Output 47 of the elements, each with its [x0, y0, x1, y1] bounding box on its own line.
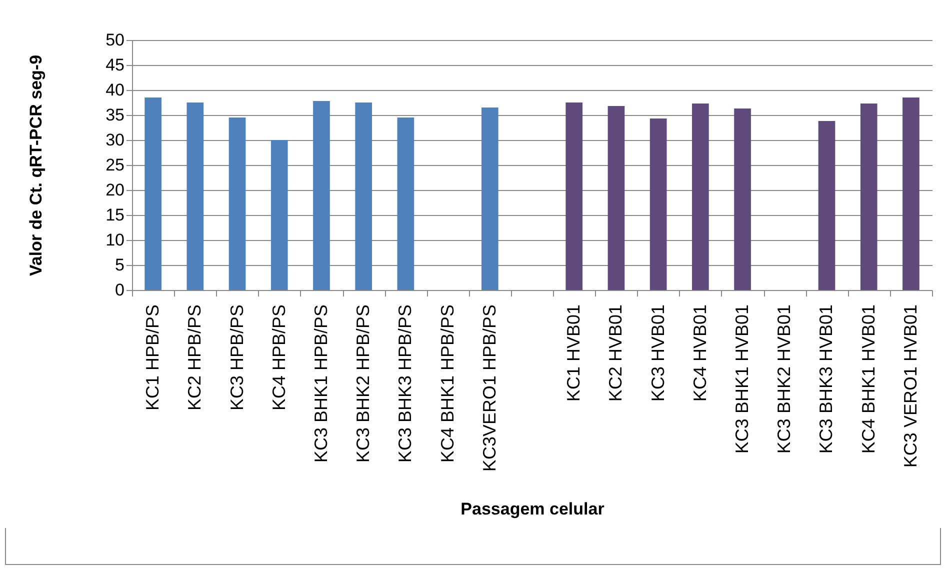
y-tick-label: 50 [106, 30, 124, 50]
x-tick-label: KC1 HVB01 [564, 304, 584, 402]
x-tick-label: KC3 BHK1 HPB/PS [310, 304, 331, 463]
bar [355, 102, 372, 290]
x-tick-label: KC3 HPB/PS [226, 304, 247, 411]
bar [566, 102, 583, 290]
bar [818, 121, 836, 290]
x-tick-label: KC3VERO1 HPB/PS [479, 304, 500, 472]
x-tick-label: KC3 BHK1 HVB01 [732, 304, 752, 454]
bar [397, 118, 414, 290]
x-tick-label: KC3 HVB01 [648, 304, 668, 402]
bar [481, 108, 498, 290]
bar [270, 140, 288, 290]
x-tick-label: KC4 BHK1 HPB/PS [437, 304, 458, 463]
bar [186, 102, 204, 290]
x-tick-label: KC3 VERO1 HVB01 [900, 304, 920, 468]
bar [902, 98, 920, 290]
y-tick-label: 40 [106, 80, 124, 100]
bar [313, 101, 330, 290]
y-tick-label: 35 [106, 106, 124, 124]
x-tick-label: KC2 HVB01 [606, 304, 626, 402]
bar [144, 98, 162, 290]
x-tick-label: KC4 BHK1 HVB01 [858, 304, 878, 454]
bar [650, 118, 667, 290]
bar [692, 104, 709, 290]
x-tick-label: KC1 HPB/PS [142, 304, 163, 411]
x-tick-label: KC3 BHK3 HPB/PS [395, 304, 416, 463]
x-tick-label: KC3 BHK2 HVB01 [774, 304, 794, 454]
y-tick-label: 25 [106, 156, 124, 174]
bar [734, 108, 751, 290]
bar [228, 118, 246, 290]
y-tick-label: 5 [115, 256, 124, 274]
x-tick-label: KC3 BHK3 HVB01 [816, 304, 836, 454]
x-tick-label: KC4 HPB/PS [268, 304, 289, 411]
y-tick-label: 0 [115, 280, 124, 300]
x-tick-label: KC4 HVB01 [690, 304, 710, 402]
y-tick-label: 15 [106, 206, 124, 224]
y-tick-label: 20 [106, 180, 124, 200]
x-tick-label: KC3 BHK2 HPB/PS [353, 304, 374, 463]
y-tick-label: 10 [106, 230, 124, 250]
y-axis-title: Valor de Ct. qRT-PCR seg-9 [26, 54, 46, 276]
bar [608, 106, 625, 290]
x-axis-title: Passagem celular [460, 500, 605, 519]
bar [860, 104, 878, 290]
y-tick-label: 30 [106, 130, 124, 150]
y-tick-label: 45 [106, 56, 124, 74]
x-tick-label: KC2 HPB/PS [184, 304, 205, 411]
